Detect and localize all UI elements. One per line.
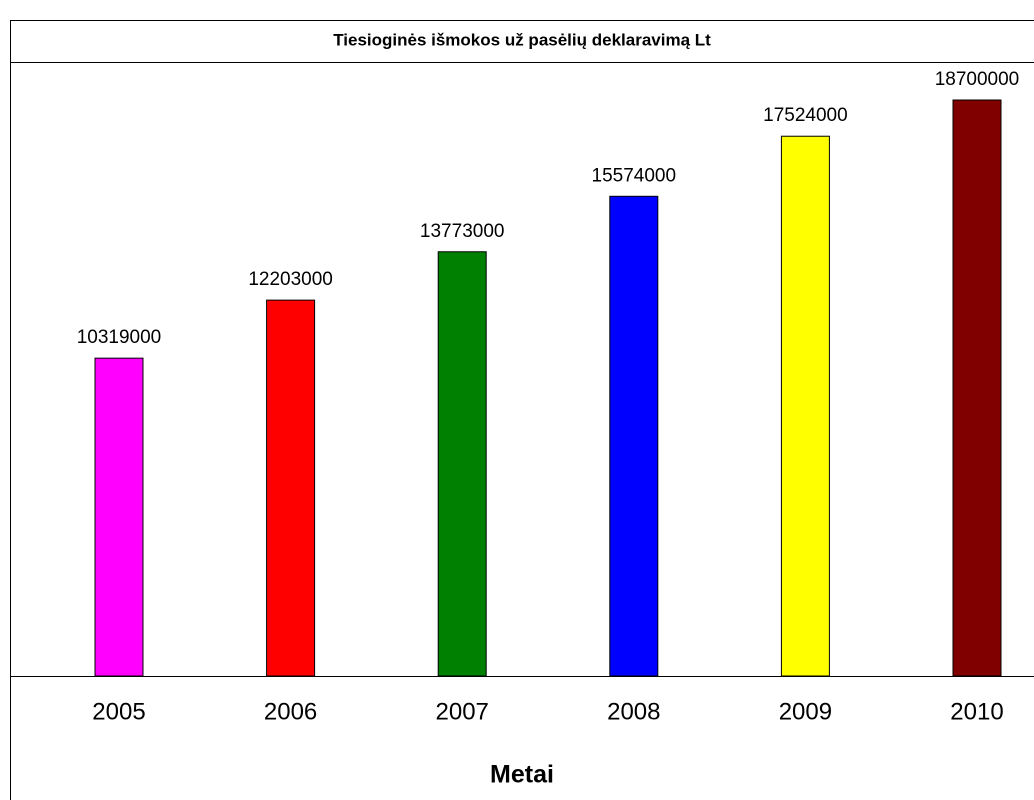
bar <box>780 135 830 677</box>
x-tick-label: 2009 <box>779 698 832 725</box>
bar <box>437 251 487 677</box>
bar <box>266 299 316 677</box>
bar <box>609 195 659 677</box>
chart-title: Tiesioginės išmokos už pasėlių deklaravi… <box>333 30 711 49</box>
x-tick-label: 2005 <box>92 698 145 725</box>
x-tick-label: 2008 <box>607 698 660 725</box>
bar <box>952 99 1002 677</box>
x-tick-label: 2010 <box>950 698 1003 725</box>
x-tick-label: 2007 <box>436 698 489 725</box>
x-tick-label: 2006 <box>264 698 317 725</box>
bar <box>94 357 144 677</box>
data-label: 13773000 <box>420 221 505 242</box>
data-label: 12203000 <box>248 269 333 290</box>
chart-frame <box>10 20 1034 800</box>
data-label: 18700000 <box>935 69 1020 90</box>
data-label: 17524000 <box>763 105 848 126</box>
data-label: 10319000 <box>77 327 162 348</box>
x-axis-label: Metai <box>490 761 554 789</box>
data-label: 15574000 <box>592 165 677 186</box>
